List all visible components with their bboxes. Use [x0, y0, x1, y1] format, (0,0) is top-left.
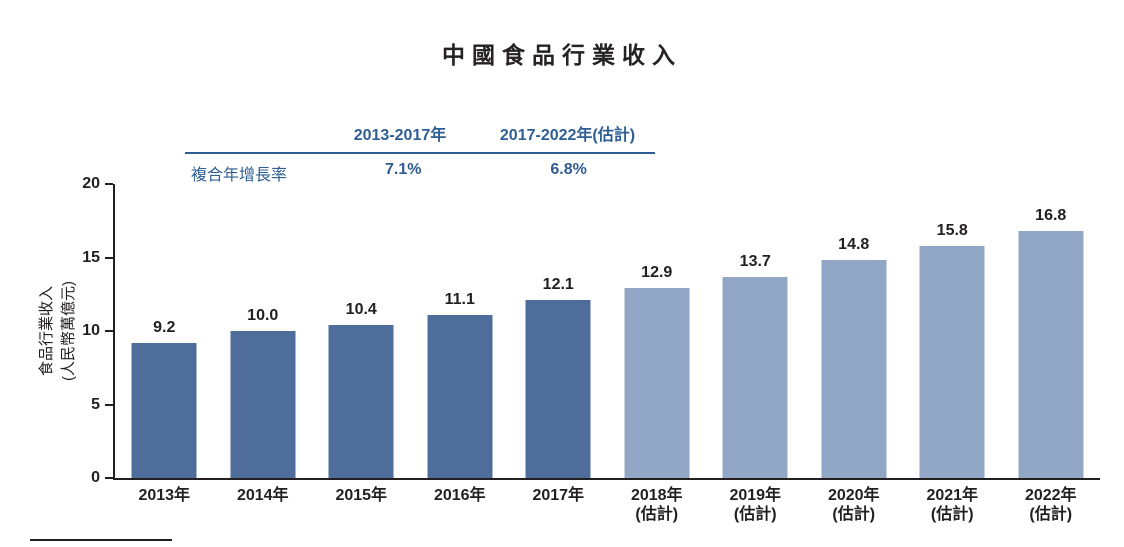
x-tick-year: 2014年 [236, 487, 289, 504]
x-tick-label-2021年: 2021年 (估計) [903, 486, 1002, 524]
bar-slot-2016年: 11.1 2016年 [411, 184, 510, 504]
cagr-period-2-header: 2017-2022年(估計) [499, 127, 636, 144]
bar-2016年 [427, 314, 493, 478]
footnote-rule [30, 539, 172, 541]
bar-slot-2020年: 14.8 2020年 (估計) [805, 184, 904, 523]
x-tick-estimate-note: (估計) [1029, 506, 1073, 523]
y-tick-mark-20 [105, 183, 113, 185]
chart-title: 中國食品行業收入 [442, 42, 682, 68]
x-tick-label-2015年: 2015年 [312, 486, 411, 505]
x-tick-year: 2020年 [827, 487, 880, 504]
x-tick-year: 2015年 [335, 487, 388, 504]
y-tick-label-15: 15 [82, 248, 100, 266]
bar-slot-2021年: 15.8 2021年 (估計) [903, 184, 1002, 523]
x-tick-estimate-note: (估計) [930, 506, 974, 523]
bar-2020年 [821, 260, 887, 478]
bar-2018年 [624, 288, 690, 478]
x-tick-label-2018年: 2018年 (估計) [608, 486, 707, 524]
bar-value-2013年: 9.2 [153, 318, 176, 336]
x-tick-year: 2017年 [532, 487, 585, 504]
bar-value-2022年: 16.8 [1035, 207, 1067, 225]
bar-2017年 [525, 300, 591, 478]
x-tick-estimate-note: (估計) [635, 506, 679, 523]
y-tick-mark-5 [105, 403, 113, 406]
bar-value-2015年: 10.4 [345, 301, 377, 319]
cagr-row-label: 複合年增長率 [191, 167, 288, 184]
bar-slot-2018年: 12.9 2018年 (估計) [608, 184, 707, 523]
y-tick-label-20: 20 [82, 175, 100, 192]
y-tick-mark-0 [105, 477, 113, 479]
cagr-header-spacer [185, 121, 320, 152]
x-tick-label-2020年: 2020年 (估計) [805, 486, 904, 524]
bar-2015年 [328, 325, 394, 478]
bar-2021年 [919, 245, 985, 478]
bar-slot-2014年: 10.0 2014年 [214, 184, 313, 504]
x-tick-label-2022年: 2022年 (估計) [1002, 486, 1101, 524]
bar-slot-2022年: 16.8 2022年 (估計) [1002, 184, 1101, 523]
bar-value-2018年: 12.9 [641, 264, 673, 282]
x-tick-label-2016年: 2016年 [411, 486, 510, 505]
x-tick-year: 2021年 [926, 487, 979, 504]
bar-value-2014年: 10.0 [247, 307, 279, 324]
bar-2013年 [131, 342, 197, 478]
bar-slot-2019年: 13.7 2019年 (估計) [706, 184, 805, 523]
bar-slot-2017年: 12.1 2017年 [509, 184, 608, 504]
cagr-value-row: 複合年增長率 7.1% 6.8% [185, 154, 655, 185]
cagr-period-1-value: 7.1% [385, 161, 422, 178]
bar-slot-2015年: 10.4 2015年 [312, 184, 411, 504]
x-tick-year: 2019年 [729, 487, 782, 504]
bar-value-2021年: 15.8 [936, 221, 968, 239]
y-tick-mark-10 [105, 330, 113, 332]
y-tick-label-0: 0 [91, 469, 100, 486]
x-tick-label-2014年: 2014年 [214, 486, 313, 505]
x-tick-estimate-note: (估計) [832, 506, 876, 523]
x-tick-year: 2016年 [433, 487, 486, 504]
cagr-period-2-value: 6.8% [550, 161, 587, 178]
bar-2019年 [722, 276, 788, 478]
cagr-header-row: 2013-2017年 2017-2022年(估計) [185, 121, 655, 154]
x-tick-year: 2022年 [1024, 487, 1077, 504]
plot-area: 食品行業收入 (人民幣萬億元) 0 5 10 15 20 9.2 2013年 10.0 201… [38, 175, 1101, 523]
x-tick-label-2019年: 2019年 (估計) [706, 486, 805, 524]
y-tick-label-5: 5 [91, 395, 100, 413]
bar-value-2019年: 13.7 [739, 252, 771, 270]
x-tick-label-2013年: 2013年 [115, 486, 214, 505]
bar-2022年 [1018, 231, 1084, 478]
x-tick-year: 2013年 [138, 487, 191, 504]
y-tick-label-10: 10 [82, 322, 100, 339]
cagr-table: 2013-2017年 2017-2022年(估計) 複合年增長率 7.1% 6.… [185, 121, 655, 185]
bar-value-2020年: 14.8 [838, 236, 870, 254]
cagr-period-1-header: 2013-2017年 [353, 127, 447, 144]
bar-value-2017年: 12.1 [542, 276, 574, 294]
x-tick-year: 2018年 [630, 487, 683, 504]
bar-slot-2013年: 9.2 2013年 [115, 184, 214, 504]
x-tick-estimate-note: (估計) [733, 506, 777, 523]
x-tick-label-2017年: 2017年 [509, 486, 608, 505]
bar-2014年 [230, 331, 296, 478]
y-tick-mark-15 [105, 256, 113, 259]
bar-value-2016年: 11.1 [444, 290, 475, 308]
